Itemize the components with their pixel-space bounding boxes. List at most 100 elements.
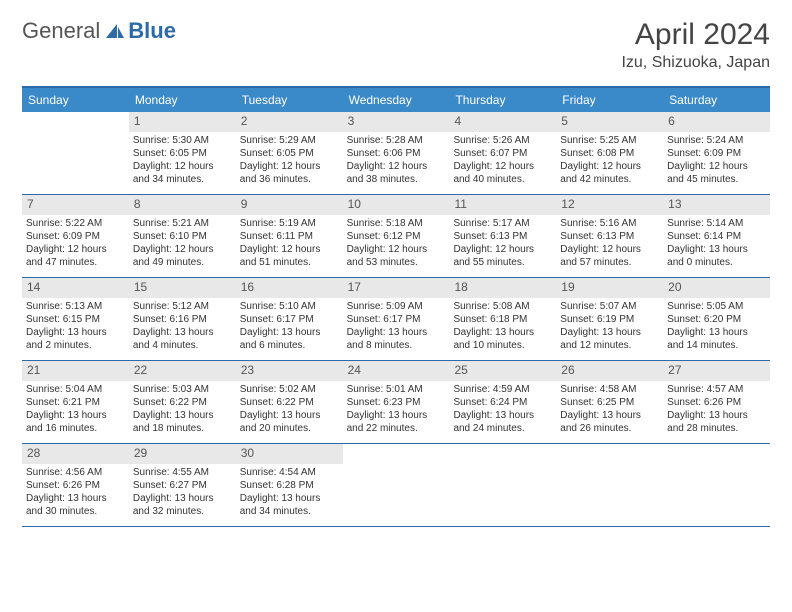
page-header: General Blue April 2024 Izu, Shizuoka, J…: [22, 18, 770, 72]
day-number: 12: [556, 195, 663, 215]
sunset-line: Sunset: 6:10 PM: [133, 230, 232, 243]
day-cell: 6Sunrise: 5:24 AMSunset: 6:09 PMDaylight…: [663, 112, 770, 194]
daylight-line: Daylight: 12 hours and 45 minutes.: [667, 160, 766, 186]
daylight-line: Daylight: 13 hours and 14 minutes.: [667, 326, 766, 352]
day-content: Sunrise: 4:54 AMSunset: 6:28 PMDaylight:…: [236, 466, 343, 522]
sunrise-line: Sunrise: 4:54 AM: [240, 466, 339, 479]
day-cell: 17Sunrise: 5:09 AMSunset: 6:17 PMDayligh…: [343, 278, 450, 360]
sunset-line: Sunset: 6:09 PM: [667, 147, 766, 160]
day-content: Sunrise: 4:57 AMSunset: 6:26 PMDaylight:…: [663, 383, 770, 439]
day-cell: 16Sunrise: 5:10 AMSunset: 6:17 PMDayligh…: [236, 278, 343, 360]
day-cell: 27Sunrise: 4:57 AMSunset: 6:26 PMDayligh…: [663, 361, 770, 443]
daylight-line: Daylight: 13 hours and 16 minutes.: [26, 409, 125, 435]
weekday-header: Friday: [556, 88, 663, 112]
day-number: 9: [236, 195, 343, 215]
logo: General Blue: [22, 18, 176, 44]
sunrise-line: Sunrise: 4:59 AM: [453, 383, 552, 396]
week-row: 21Sunrise: 5:04 AMSunset: 6:21 PMDayligh…: [22, 361, 770, 444]
sunrise-line: Sunrise: 5:05 AM: [667, 300, 766, 313]
day-cell: 3Sunrise: 5:28 AMSunset: 6:06 PMDaylight…: [343, 112, 450, 194]
sunrise-line: Sunrise: 5:10 AM: [240, 300, 339, 313]
day-cell: 13Sunrise: 5:14 AMSunset: 6:14 PMDayligh…: [663, 195, 770, 277]
day-content: Sunrise: 5:03 AMSunset: 6:22 PMDaylight:…: [129, 383, 236, 439]
daylight-line: Daylight: 13 hours and 34 minutes.: [240, 492, 339, 518]
calendar-grid: SundayMondayTuesdayWednesdayThursdayFrid…: [22, 86, 770, 527]
day-cell: .: [663, 444, 770, 526]
day-number: 4: [449, 112, 556, 132]
sunrise-line: Sunrise: 5:14 AM: [667, 217, 766, 230]
day-content: Sunrise: 5:19 AMSunset: 6:11 PMDaylight:…: [236, 217, 343, 273]
day-content: Sunrise: 5:07 AMSunset: 6:19 PMDaylight:…: [556, 300, 663, 356]
day-cell: 28Sunrise: 4:56 AMSunset: 6:26 PMDayligh…: [22, 444, 129, 526]
weekday-header: Thursday: [449, 88, 556, 112]
day-cell: 23Sunrise: 5:02 AMSunset: 6:22 PMDayligh…: [236, 361, 343, 443]
sunset-line: Sunset: 6:19 PM: [560, 313, 659, 326]
day-cell: 21Sunrise: 5:04 AMSunset: 6:21 PMDayligh…: [22, 361, 129, 443]
day-number: 20: [663, 278, 770, 298]
sunset-line: Sunset: 6:11 PM: [240, 230, 339, 243]
day-number: 16: [236, 278, 343, 298]
day-number: 28: [22, 444, 129, 464]
sunset-line: Sunset: 6:15 PM: [26, 313, 125, 326]
sunset-line: Sunset: 6:13 PM: [453, 230, 552, 243]
daylight-line: Daylight: 13 hours and 26 minutes.: [560, 409, 659, 435]
daylight-line: Daylight: 13 hours and 20 minutes.: [240, 409, 339, 435]
day-cell: 26Sunrise: 4:58 AMSunset: 6:25 PMDayligh…: [556, 361, 663, 443]
sunset-line: Sunset: 6:17 PM: [347, 313, 446, 326]
day-cell: 12Sunrise: 5:16 AMSunset: 6:13 PMDayligh…: [556, 195, 663, 277]
day-number: 14: [22, 278, 129, 298]
daylight-line: Daylight: 13 hours and 8 minutes.: [347, 326, 446, 352]
title-block: April 2024 Izu, Shizuoka, Japan: [621, 18, 770, 72]
sunrise-line: Sunrise: 5:21 AM: [133, 217, 232, 230]
day-number: 3: [343, 112, 450, 132]
day-cell: 5Sunrise: 5:25 AMSunset: 6:08 PMDaylight…: [556, 112, 663, 194]
day-cell: 2Sunrise: 5:29 AMSunset: 6:05 PMDaylight…: [236, 112, 343, 194]
daylight-line: Daylight: 12 hours and 36 minutes.: [240, 160, 339, 186]
day-number: 7: [22, 195, 129, 215]
day-content: Sunrise: 5:18 AMSunset: 6:12 PMDaylight:…: [343, 217, 450, 273]
day-number: 27: [663, 361, 770, 381]
day-number: 1: [129, 112, 236, 132]
sunset-line: Sunset: 6:08 PM: [560, 147, 659, 160]
sunset-line: Sunset: 6:22 PM: [133, 396, 232, 409]
weekday-header: Tuesday: [236, 88, 343, 112]
day-number: 13: [663, 195, 770, 215]
sunset-line: Sunset: 6:23 PM: [347, 396, 446, 409]
day-content: Sunrise: 5:30 AMSunset: 6:05 PMDaylight:…: [129, 134, 236, 190]
sunrise-line: Sunrise: 5:29 AM: [240, 134, 339, 147]
sunrise-line: Sunrise: 4:56 AM: [26, 466, 125, 479]
daylight-line: Daylight: 13 hours and 32 minutes.: [133, 492, 232, 518]
day-number: 30: [236, 444, 343, 464]
day-number: 23: [236, 361, 343, 381]
daylight-line: Daylight: 13 hours and 2 minutes.: [26, 326, 125, 352]
sunrise-line: Sunrise: 4:57 AM: [667, 383, 766, 396]
sunset-line: Sunset: 6:21 PM: [26, 396, 125, 409]
day-number: 15: [129, 278, 236, 298]
day-cell: 19Sunrise: 5:07 AMSunset: 6:19 PMDayligh…: [556, 278, 663, 360]
day-cell: 15Sunrise: 5:12 AMSunset: 6:16 PMDayligh…: [129, 278, 236, 360]
day-number: 8: [129, 195, 236, 215]
day-cell: 18Sunrise: 5:08 AMSunset: 6:18 PMDayligh…: [449, 278, 556, 360]
daylight-line: Daylight: 12 hours and 57 minutes.: [560, 243, 659, 269]
daylight-line: Daylight: 12 hours and 49 minutes.: [133, 243, 232, 269]
sunrise-line: Sunrise: 5:03 AM: [133, 383, 232, 396]
sunset-line: Sunset: 6:27 PM: [133, 479, 232, 492]
sunrise-line: Sunrise: 5:17 AM: [453, 217, 552, 230]
day-content: Sunrise: 5:29 AMSunset: 6:05 PMDaylight:…: [236, 134, 343, 190]
daylight-line: Daylight: 12 hours and 55 minutes.: [453, 243, 552, 269]
day-cell: 11Sunrise: 5:17 AMSunset: 6:13 PMDayligh…: [449, 195, 556, 277]
day-number: 17: [343, 278, 450, 298]
day-content: Sunrise: 5:22 AMSunset: 6:09 PMDaylight:…: [22, 217, 129, 273]
week-row: 28Sunrise: 4:56 AMSunset: 6:26 PMDayligh…: [22, 444, 770, 527]
sunrise-line: Sunrise: 5:26 AM: [453, 134, 552, 147]
day-content: Sunrise: 5:26 AMSunset: 6:07 PMDaylight:…: [449, 134, 556, 190]
weekday-header: Saturday: [663, 88, 770, 112]
day-cell: 9Sunrise: 5:19 AMSunset: 6:11 PMDaylight…: [236, 195, 343, 277]
sunset-line: Sunset: 6:05 PM: [133, 147, 232, 160]
week-row: 14Sunrise: 5:13 AMSunset: 6:15 PMDayligh…: [22, 278, 770, 361]
weekday-header: Sunday: [22, 88, 129, 112]
day-number: 19: [556, 278, 663, 298]
day-content: Sunrise: 4:55 AMSunset: 6:27 PMDaylight:…: [129, 466, 236, 522]
daylight-line: Daylight: 13 hours and 22 minutes.: [347, 409, 446, 435]
sunset-line: Sunset: 6:18 PM: [453, 313, 552, 326]
